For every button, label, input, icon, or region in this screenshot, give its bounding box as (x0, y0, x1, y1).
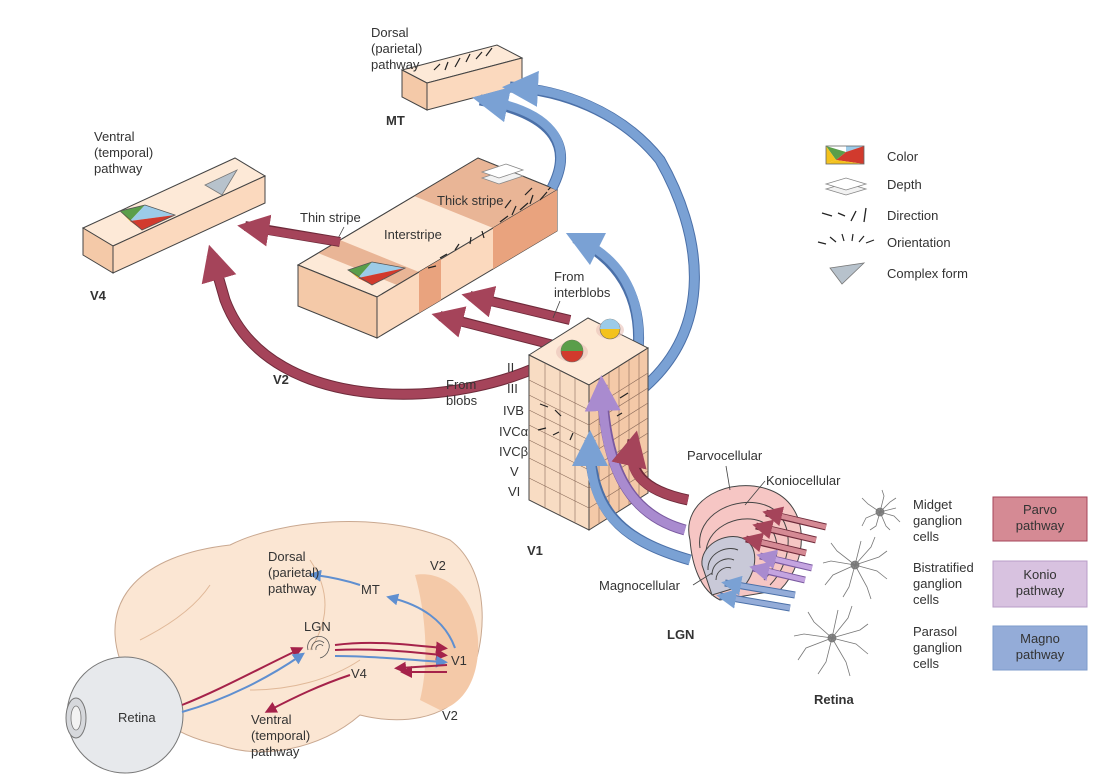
midget-ganglion-cell-drawing (861, 489, 901, 531)
from-interblobs-line-2: interblobs (554, 285, 611, 300)
brain-dorsal-line-3: pathway (268, 581, 317, 596)
layer-ivc-alpha: IVCα (499, 424, 529, 439)
brain-dorsal-line-1: Dorsal (268, 549, 306, 564)
v2-block (296, 157, 559, 339)
from-blobs-line-1: From (446, 377, 476, 392)
parvo-pathway-box: Parvo pathway (992, 496, 1088, 542)
bistratified-ganglion-cell-drawing (822, 536, 888, 600)
legend-orientation-label: Orientation (887, 235, 951, 250)
v2-title: V2 (273, 372, 289, 387)
layer-ii: II (507, 360, 514, 375)
layer-ivc-beta: IVCβ (499, 444, 528, 459)
direction-icon (821, 207, 867, 223)
magno-arrows-to-mt (472, 70, 700, 400)
v4-pathway-line-2: (temporal) (94, 145, 153, 160)
blob-color-icon (560, 339, 584, 363)
eyeball (65, 656, 184, 774)
parvocellular-label: Parvocellular (687, 448, 763, 463)
parasol-label-1: Parasol (913, 624, 957, 639)
retina-to-lgn-arrows (716, 506, 827, 612)
mt-block (400, 44, 524, 111)
legend-depth-label: Depth (887, 177, 922, 192)
brain-v1-label: V1 (451, 653, 467, 668)
brain-ventral-line-2: (temporal) (251, 728, 310, 743)
lgn-structure (688, 485, 802, 601)
magno-pathway-box: Magno pathway (992, 625, 1088, 671)
brain-lgn-label: LGN (304, 619, 331, 634)
brain-dorsal-line-2: (parietal) (268, 565, 319, 580)
brain-mt-label: MT (361, 582, 380, 597)
layer-vi: VI (508, 484, 520, 499)
lgn-to-v1-arrows (572, 375, 692, 566)
konio-pathway-box: Konio pathway (992, 560, 1088, 608)
layer-v: V (510, 464, 519, 479)
bistratified-label-2: ganglion (913, 576, 962, 591)
interstripe-label: Interstripe (384, 227, 442, 242)
from-blobs-line-2: blobs (446, 393, 478, 408)
parvo-box-line-1: Parvo (1023, 502, 1057, 517)
mt-pathway-line-3: pathway (371, 57, 420, 72)
thick-stripe-label: Thick stripe (437, 193, 503, 208)
direction-marks-mt (433, 47, 493, 71)
retina-title: Retina (814, 692, 855, 707)
v4-pathway-line-3: pathway (94, 161, 143, 176)
color-icon (825, 145, 865, 165)
magno-box-line-1: Magno (1020, 631, 1060, 646)
parasol-label-3: cells (913, 656, 940, 671)
interblob-color-icon (599, 318, 621, 340)
brain-pathway-arrows (181, 569, 456, 713)
magnocellular-label: Magnocellular (599, 578, 681, 593)
complex-form-icon-v4 (204, 169, 239, 196)
parvo-box-line-2: pathway (1016, 518, 1065, 533)
v4-block (81, 157, 267, 274)
orientation-icon (817, 233, 875, 245)
layer-iii: III (507, 381, 518, 396)
mt-pathway-line-2: (parietal) (371, 41, 422, 56)
complex-form-icon (829, 262, 866, 285)
lgn-title: LGN (667, 627, 694, 642)
depth-icon (824, 177, 868, 196)
color-icon-v2 (347, 261, 407, 286)
parasol-label-2: ganglion (913, 640, 962, 655)
color-icon-v4 (119, 204, 177, 231)
v1-title: V1 (527, 543, 543, 558)
konio-box-line-1: Konio (1023, 567, 1056, 582)
parvo-arrows (201, 214, 572, 400)
brain-retina-label: Retina (118, 710, 156, 725)
mt-pathway-line-1: Dorsal (371, 25, 409, 40)
legend-color-label: Color (887, 149, 919, 164)
v4-pathway-line-1: Ventral (94, 129, 135, 144)
from-interblobs-line-1: From (554, 269, 584, 284)
legend-direction-label: Direction (887, 208, 938, 223)
brain-v2-bottom-label: V2 (442, 708, 458, 723)
magno-box-line-2: pathway (1016, 647, 1065, 662)
parasol-ganglion-cell-drawing (793, 605, 869, 677)
mt-title: MT (386, 113, 405, 128)
v4-title: V4 (90, 288, 107, 303)
midget-label-2: ganglion (913, 513, 962, 528)
midget-label-3: cells (913, 529, 940, 544)
legend-complex-form-label: Complex form (887, 266, 968, 281)
brain-ventral-line-3: pathway (251, 744, 300, 759)
orientation-marks-v2 (427, 230, 485, 269)
lgn-small-icon (307, 636, 330, 659)
thin-stripe-label: Thin stripe (300, 210, 361, 225)
legend: Color Depth Direction Orientation Comple… (817, 145, 968, 285)
layer-ivb: IVB (503, 403, 524, 418)
konio-box-line-2: pathway (1016, 583, 1065, 598)
midget-label-1: Midget (913, 497, 952, 512)
bistratified-label-3: cells (913, 592, 940, 607)
koniocellular-label: Koniocellular (766, 473, 841, 488)
brain-v2-top-label: V2 (430, 558, 446, 573)
brain-ventral-line-1: Ventral (251, 712, 292, 727)
brain-v4-label: V4 (351, 666, 367, 681)
brain-schematic (65, 521, 483, 774)
depth-icon-v2 (480, 163, 525, 185)
bistratified-label-1: Bistratified (913, 560, 974, 575)
v1-layer-labels: II III IVB IVCα IVCβ V VI (499, 360, 529, 499)
